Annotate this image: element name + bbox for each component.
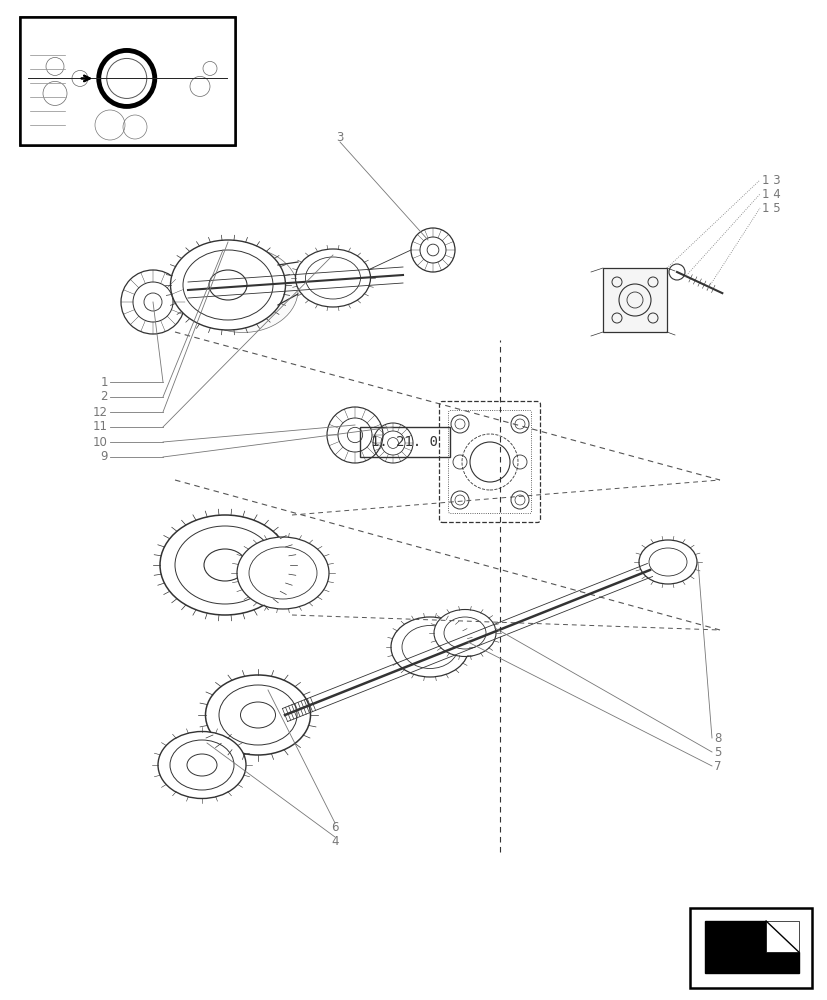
Ellipse shape [390, 617, 468, 677]
Ellipse shape [638, 540, 696, 584]
Text: 6: 6 [331, 821, 338, 834]
Text: 1 4: 1 4 [761, 188, 780, 201]
Text: 4: 4 [331, 835, 338, 848]
Text: 9: 9 [100, 450, 108, 464]
Bar [360, 427, 449, 457]
Text: 12: 12 [93, 406, 108, 418]
Ellipse shape [433, 609, 495, 656]
Ellipse shape [158, 731, 246, 798]
Bar [602, 268, 667, 332]
Text: 1 3: 1 3 [761, 174, 780, 187]
Text: 5: 5 [713, 745, 720, 758]
Ellipse shape [237, 537, 328, 609]
Text: 2: 2 [100, 390, 108, 403]
Bar [20, 17, 235, 145]
Bar [689, 908, 811, 988]
Text: 1. 21. 0: 1. 21. 0 [371, 435, 438, 449]
Text: 1: 1 [100, 375, 108, 388]
Ellipse shape [160, 515, 289, 615]
Text: 8: 8 [713, 731, 720, 744]
Text: 11: 11 [93, 420, 108, 434]
Ellipse shape [205, 675, 310, 755]
Bar [20, 17, 235, 145]
Ellipse shape [295, 249, 370, 307]
Ellipse shape [170, 240, 285, 330]
Polygon shape [704, 921, 798, 973]
Text: 3: 3 [336, 131, 343, 144]
Polygon shape [765, 921, 798, 952]
Text: 10: 10 [93, 436, 108, 448]
Text: 7: 7 [713, 760, 720, 772]
Ellipse shape [188, 247, 298, 332]
Text: 1 5: 1 5 [761, 202, 780, 215]
